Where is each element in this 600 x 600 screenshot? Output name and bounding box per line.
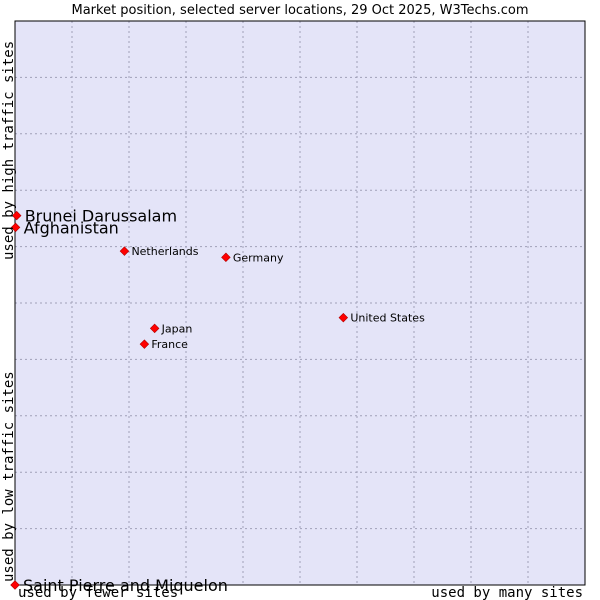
y-axis-label-top: used by high traffic sites	[1, 41, 17, 260]
point-label-france: France	[151, 338, 188, 351]
x-axis-label-right: used by many sites	[431, 585, 583, 600]
point-label-netherlands: Netherlands	[131, 245, 198, 258]
point-marker-united-states	[338, 312, 349, 323]
point-label-germany: Germany	[233, 251, 284, 264]
point-marker-france	[139, 339, 150, 349]
y-axis-label-bottom: used by low traffic sites	[1, 371, 17, 582]
point-label-saint-pierre-and-miquelon: Saint Pierre and Miquelon	[23, 576, 228, 595]
point-marker-japan	[149, 323, 160, 334]
point-marker-afghanistan	[10, 222, 21, 233]
point-label-united-states: United States	[350, 312, 425, 325]
point-label-brunei-darussalam: Brunei Darussalam	[25, 207, 177, 226]
point-marker-saint-pierre-and-miquelon	[10, 580, 20, 590]
point-marker-netherlands	[119, 246, 130, 256]
point-marker-germany	[221, 252, 231, 263]
x-axis-label-left: used by fewer sites	[18, 585, 178, 600]
point-label-japan: Japan	[161, 322, 193, 335]
chart-title: Market position, selected server locatio…	[71, 3, 528, 18]
point-marker-brunei-darussalam	[11, 210, 22, 221]
point-label-afghanistan: Afghanistan	[24, 218, 119, 237]
plot-frame	[14, 20, 586, 586]
grid-lines	[15, 21, 585, 585]
